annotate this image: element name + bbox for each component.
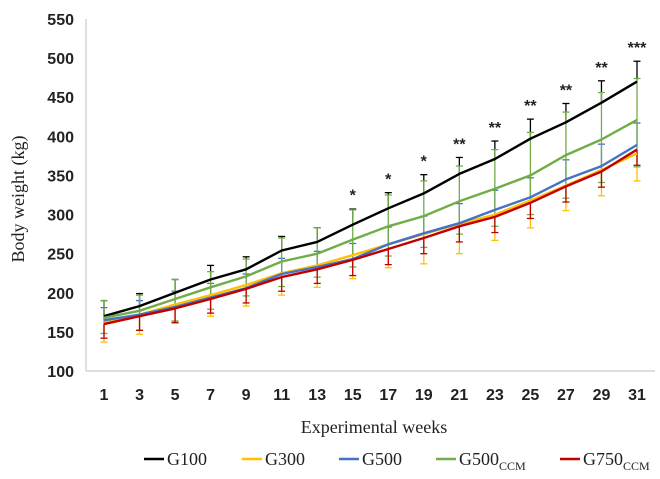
series-line-g300 (103, 152, 638, 324)
significance-marker: *** (628, 40, 647, 57)
legend-label: G750CCM (583, 449, 650, 473)
x-tick-label: 19 (415, 387, 433, 404)
y-tick-label: 550 (47, 12, 74, 29)
x-tick-label: 27 (557, 387, 575, 404)
significance-marker: ** (595, 60, 608, 77)
legend-label-subscript: CCM (499, 459, 526, 473)
legend-label-subscript: CCM (623, 459, 650, 473)
significance-marker: * (350, 187, 357, 204)
x-tick-label: 23 (486, 387, 504, 404)
x-tick-label: 11 (273, 387, 290, 404)
series-line-g750ccm (103, 148, 638, 326)
x-tick-label: 31 (628, 387, 646, 404)
y-tick-label: 100 (47, 364, 74, 381)
x-tick-label: 15 (344, 387, 362, 404)
x-tick-label: 9 (242, 387, 251, 404)
significance-marker: * (421, 154, 428, 171)
legend-label: G500CCM (459, 449, 526, 473)
x-tick-label: 13 (308, 387, 326, 404)
significance-marker: ** (560, 82, 573, 99)
series-line-g500ccm (103, 118, 638, 319)
significance-marker: ** (524, 98, 537, 115)
x-tick-label: 17 (379, 387, 397, 404)
y-tick-label: 450 (47, 90, 74, 107)
x-axis-title: Experimental weeks (301, 417, 447, 437)
x-tick-label: 29 (593, 387, 611, 404)
series-line-g500 (103, 143, 638, 322)
legend: G100 G300 G500 G500CCM G750CCM (144, 449, 650, 473)
significance-marker: ** (489, 120, 502, 137)
y-tick-label: 200 (47, 286, 74, 303)
x-tick-label: 5 (171, 387, 180, 404)
y-tick-label: 350 (47, 168, 74, 185)
legend-label: G300 (265, 449, 305, 469)
y-tick-label: 500 (47, 51, 74, 68)
x-tick-label: 21 (450, 387, 468, 404)
y-tick-label: 150 (47, 325, 74, 342)
series-line-g100 (103, 80, 638, 318)
x-tick-label: 3 (135, 387, 144, 404)
legend-label: G100 (167, 449, 207, 469)
y-tick-label: 400 (47, 129, 74, 146)
significance-marker: ** (453, 136, 466, 153)
x-tick-label: 1 (100, 387, 109, 404)
significance-marker: * (385, 172, 392, 189)
legend-label: G500 (362, 449, 402, 469)
x-tick-label: 7 (206, 387, 215, 404)
y-tick-label: 250 (47, 247, 74, 264)
y-tick-label: 300 (47, 208, 74, 225)
x-tick-label: 25 (522, 387, 540, 404)
y-axis-title: Body weight (kg) (8, 136, 29, 263)
